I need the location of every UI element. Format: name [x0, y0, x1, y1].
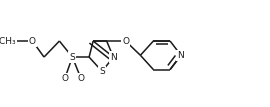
- Text: O: O: [29, 36, 36, 45]
- Text: S: S: [69, 53, 75, 62]
- Text: S: S: [99, 67, 105, 76]
- Text: OCH₃: OCH₃: [0, 36, 16, 45]
- Text: N: N: [110, 53, 117, 62]
- Text: O: O: [77, 74, 85, 83]
- Text: N: N: [178, 51, 184, 60]
- Text: O: O: [61, 74, 68, 83]
- Text: O: O: [122, 36, 129, 45]
